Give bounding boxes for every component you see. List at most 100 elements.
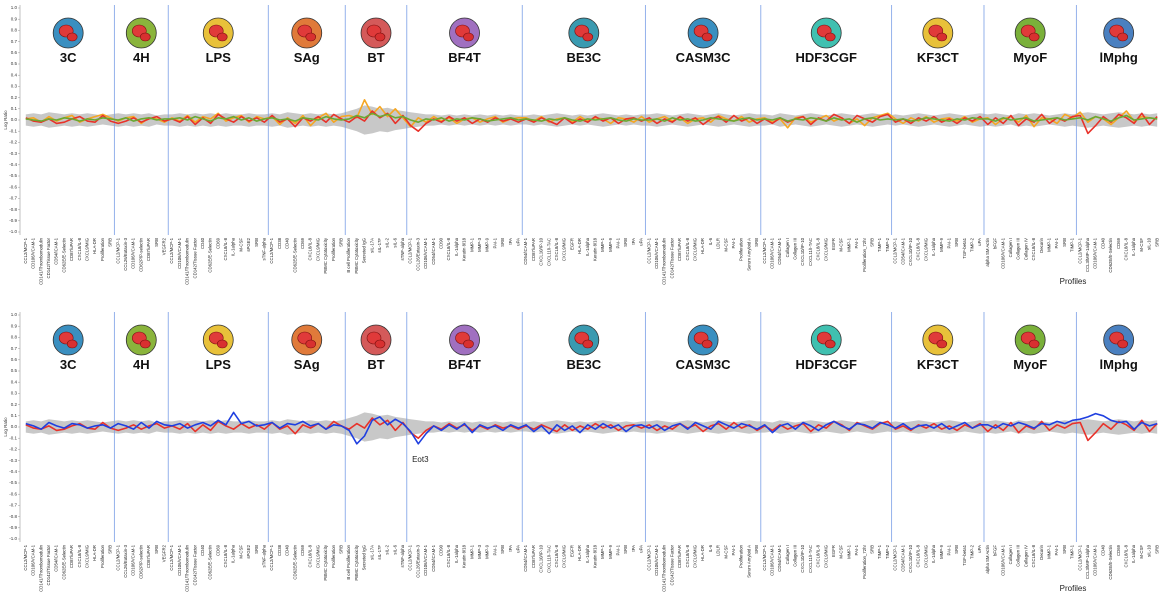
panel-icon: [53, 18, 83, 48]
x-tick-label: sIL-6: [392, 237, 397, 247]
x-tick-label: sPGE2: [246, 544, 251, 558]
y-tick-label: 0.9: [11, 16, 18, 21]
x-tick-label: CD54/ICAM-1: [900, 237, 905, 264]
x-tick-label: sTNF-alpha: [262, 237, 267, 260]
x-tick-label: sIL-2: [385, 237, 390, 247]
x-tick-label: CXCL10/IP-10: [800, 237, 805, 265]
x-tick-label: Collagen I: [785, 238, 790, 257]
y-tick-label: -0.4: [9, 162, 17, 167]
y-tick-label: -0.3: [9, 151, 17, 156]
x-tick-label: CXCL8/IL-8: [77, 544, 82, 567]
x-tick-label: CD69: [1116, 237, 1121, 249]
x-tick-label: SRB: [1062, 545, 1067, 554]
y-tick-label: 0.7: [11, 346, 18, 351]
x-tick-label: IL-1alpha: [585, 544, 590, 563]
y-tick-label: -0.6: [9, 491, 17, 496]
y-tick-label: -0.8: [9, 207, 17, 212]
x-tick-label: CD142/Tissue Factor: [192, 237, 197, 278]
x-tick-label: SRB: [1154, 545, 1159, 554]
x-tick-label: sIL-10: [1147, 237, 1152, 250]
x-tick-label: EGFR: [831, 545, 836, 557]
y-tick-label: -0.5: [9, 173, 17, 178]
y-tick-label: 0.2: [11, 95, 18, 100]
x-tick-label: MMP-1: [846, 237, 851, 251]
y-tick-label: -0.5: [9, 480, 17, 485]
x-tick-label: CXCL8/IL-8: [446, 237, 451, 260]
x-tick-label: IL-1alpha: [454, 237, 459, 256]
panel-name: BF4T: [448, 357, 481, 372]
x-tick-label: CD54/ICAM-1: [54, 237, 59, 264]
icon-cell: [217, 340, 227, 348]
y-tick-label: 0.4: [11, 379, 18, 384]
x-tick-label: CXCL10/IP-10: [800, 544, 805, 572]
panel-icon: [1015, 18, 1045, 48]
x-tick-label: CD54/ICAM-1: [54, 544, 59, 571]
x-tick-label: IL-1alpha: [454, 544, 459, 563]
x-tick-label: sIL-10: [1147, 544, 1152, 557]
x-tick-label: TIMP-1: [1070, 544, 1075, 559]
panel-icon: [203, 18, 233, 48]
icon-cell: [306, 33, 316, 41]
icon-cell: [140, 340, 150, 348]
x-tick-label: CXCL9/MIG: [562, 237, 567, 261]
panel-name: KF3CT: [917, 357, 959, 372]
icon-cell: [1118, 340, 1128, 348]
x-tick-label: CD62E/E-Selectin: [61, 544, 66, 579]
panel-icon: [292, 325, 322, 355]
x-tick-label: sTNF-alpha: [400, 237, 405, 260]
x-tick-label: tPA: [508, 545, 513, 552]
x-tick-label: CXCL8/IL-8: [1031, 237, 1036, 260]
x-tick-label: CD38: [277, 237, 282, 249]
x-tick-label: Collagen III: [793, 238, 798, 260]
x-tick-label: PBMC Cytotoxicity: [354, 237, 359, 273]
x-tick-label: TIMP-2: [970, 544, 975, 559]
x-tick-label: TIMP-1: [877, 544, 882, 559]
panel-icon: [292, 18, 322, 48]
panel-icon: [923, 325, 953, 355]
x-tick-label: CD106/VCAM-1: [423, 544, 428, 575]
panel-name: MyoF: [1013, 357, 1047, 372]
panel-name: BT: [367, 50, 384, 65]
panel-icon: [53, 325, 83, 355]
x-axis-label: Profiles: [1060, 277, 1087, 286]
x-tick-label: Keratin 8/18: [462, 544, 467, 568]
x-tick-label: sPGE2: [246, 237, 251, 251]
x-tick-label: SRB: [108, 545, 113, 554]
x-tick-label: CCL2/MCP-1: [269, 544, 274, 570]
x-tick-label: MMP-1: [846, 544, 851, 558]
x-tick-label: CD141/Thrombomodulin: [662, 544, 667, 591]
x-tick-label: IL-1alpha: [931, 544, 936, 563]
x-tick-label: CD106/VCAM-1: [1093, 237, 1098, 268]
x-tick-label: CD87/uPAR: [146, 238, 151, 261]
x-tick-label: CXCL8/IL-8: [685, 544, 690, 567]
x-tick-label: CXCL8/IL-8: [308, 544, 313, 567]
panel-name: lMphg: [1100, 50, 1138, 65]
panel-icon: [811, 325, 841, 355]
y-tick-label: -0.6: [9, 184, 17, 189]
x-tick-label: CD106/VCAM-1: [423, 237, 428, 268]
panel-name: BE3C: [566, 357, 601, 372]
x-tick-label: CD40: [1100, 544, 1105, 556]
x-tick-label: CCL2/MCP-1: [23, 544, 28, 570]
icon-cell: [67, 33, 77, 41]
x-tick-label: SRB: [339, 238, 344, 247]
x-tick-label: CXCL8/IL-8: [916, 237, 921, 260]
x-tick-label: CXCL8/IL-8: [685, 237, 690, 260]
x-tick-label: M-CSF: [839, 238, 844, 252]
icon-cell: [67, 340, 77, 348]
x-tick-label: CD87/uPAR: [69, 545, 74, 568]
x-tick-label: CCL26/Eotaxin-3: [415, 237, 420, 270]
x-tick-label: CXCL9/MIG: [823, 237, 828, 261]
x-tick-label: CD106/VCAM-1: [654, 544, 659, 575]
x-tick-label: MMP-9: [485, 237, 490, 251]
icon-cell: [825, 340, 835, 348]
panel-name: LPS: [206, 50, 232, 65]
x-tick-label: CXCL10/IP-10: [908, 544, 913, 572]
panel-name: 4H: [133, 50, 150, 65]
x-tick-label: MMP-9: [939, 237, 944, 251]
x-tick-label: Decorin: [1039, 544, 1044, 559]
x-tick-label: Serum Amyloid A: [746, 545, 751, 578]
x-tick-label: CXCL9/MIG: [923, 544, 928, 568]
x-tick-label: CD106/VCAM-1: [131, 544, 136, 575]
x-tick-label: Keratin 8/18: [592, 237, 597, 261]
